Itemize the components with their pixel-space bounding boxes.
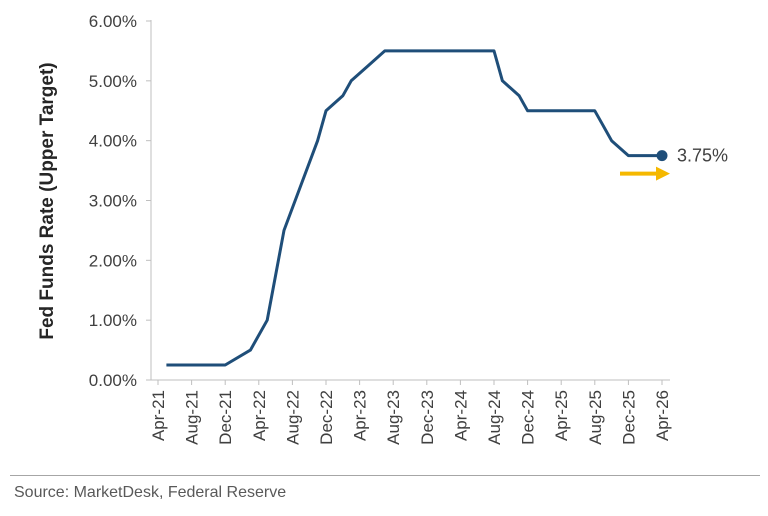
source-note: Source: MarketDesk, Federal Reserve	[14, 484, 287, 501]
arrow-icon	[620, 166, 670, 181]
x-tick-label: Apr-22	[250, 390, 269, 441]
y-tick-label: 2.00%	[89, 251, 137, 270]
line-chart: 0.00% 1.00% 2.00% 3.00% 4.00% 5.00% 6.00% Apr-…	[37, 12, 728, 445]
x-tick-labels: Apr-21 Aug-21 Dec-21 Apr-22 Aug-22 Dec-22 Apr-…	[149, 390, 672, 445]
x-tick-label: Apr-21	[149, 390, 168, 441]
x-tick-label: Apr-25	[552, 390, 571, 441]
x-tick-label: Aug-25	[586, 390, 605, 445]
x-tick-label: Aug-23	[384, 390, 403, 445]
y-tick-label: 0.00%	[89, 371, 137, 390]
x-tick-label: Dec-22	[317, 390, 336, 445]
axes	[146, 20, 670, 385]
y-tick-label: 6.00%	[89, 12, 137, 31]
y-tick-label: 3.00%	[89, 192, 137, 211]
x-tick-label: Apr-24	[451, 390, 470, 441]
series-line	[166, 49, 662, 367]
end-point-marker	[656, 150, 668, 162]
y-axis-label: Fed Funds Rate (Upper Target)	[37, 62, 58, 339]
x-tick-label: Dec-21	[216, 390, 235, 445]
x-tick-label: Dec-25	[619, 390, 638, 445]
y-tick-label: 1.00%	[89, 311, 137, 330]
x-tick-label: Dec-24	[519, 390, 538, 445]
x-tick-label: Dec-23	[418, 390, 437, 445]
x-tick-label: Aug-21	[183, 390, 202, 445]
series-layer	[166, 49, 662, 367]
x-tick-label: Aug-22	[283, 390, 302, 445]
y-tick-labels: 0.00% 1.00% 2.00% 3.00% 4.00% 5.00% 6.00%	[89, 12, 137, 390]
arrow-head	[656, 166, 670, 181]
divider	[10, 475, 760, 476]
y-tick-label: 5.00%	[89, 72, 137, 91]
x-tick-label: Apr-23	[351, 390, 370, 441]
y-tick-label: 4.00%	[89, 132, 137, 151]
x-tick-label: Apr-26	[653, 390, 672, 441]
x-tick-label: Aug-24	[485, 390, 504, 445]
chart-area: 0.00% 1.00% 2.00% 3.00% 4.00% 5.00% 6.00% Apr-…	[37, 12, 728, 445]
end-value-label: 3.75%	[677, 146, 728, 166]
